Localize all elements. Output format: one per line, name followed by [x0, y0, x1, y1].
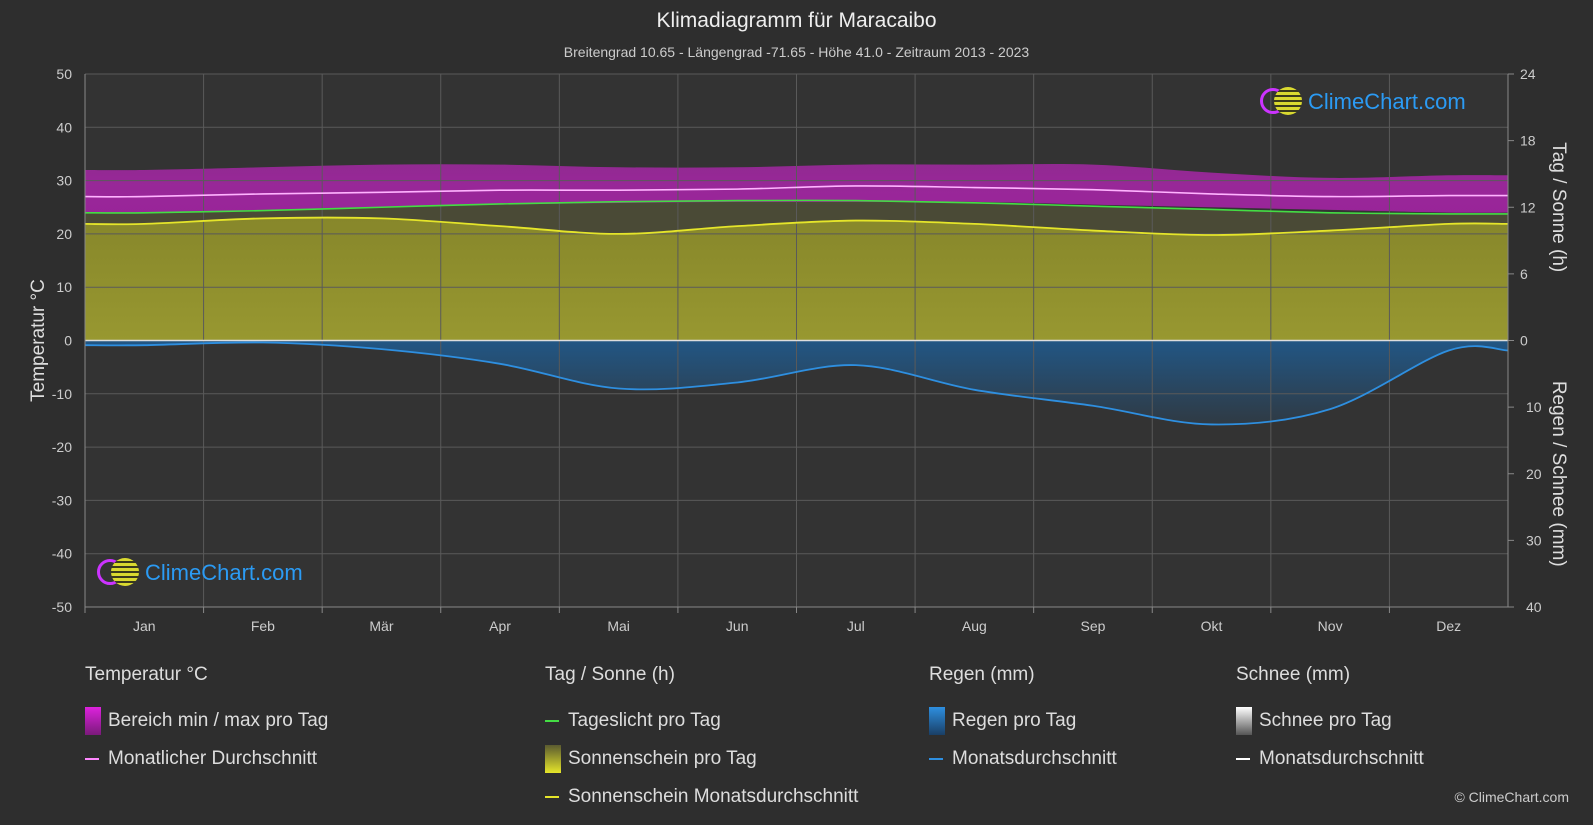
month-label: Jul — [847, 618, 865, 634]
legend-label: Tageslicht pro Tag — [568, 710, 721, 731]
left-tick-label: -20 — [52, 439, 72, 455]
left-tick-label: 0 — [64, 333, 72, 349]
month-label: Apr — [489, 618, 511, 634]
month-label: Feb — [251, 618, 275, 634]
chart-subtitle: Breitengrad 10.65 - Längengrad -71.65 - … — [563, 44, 1030, 60]
legend-heading: Schnee (mm) — [1236, 664, 1351, 685]
month-label: Mär — [369, 618, 393, 634]
range-swatch — [85, 707, 101, 735]
line-swatch — [929, 758, 943, 760]
legend-heading: Temperatur °C — [85, 664, 208, 685]
legend-snow: Schnee (mm) Schnee pro Tag Monatsdurchsc… — [1236, 664, 1424, 778]
climechart-logo-icon — [1258, 86, 1302, 118]
month-label: Jan — [133, 618, 156, 634]
sunshine-avg-line — [84, 216, 1509, 236]
legend-heading: Tag / Sonne (h) — [545, 664, 675, 685]
month-label: Sep — [1080, 618, 1105, 634]
legend-item: Sonnenschein pro Tag — [545, 740, 858, 778]
month-label: Nov — [1318, 618, 1343, 634]
rain-swatch — [929, 707, 945, 735]
legend-label: Bereich min / max pro Tag — [108, 710, 329, 731]
month-label: Aug — [962, 618, 987, 634]
left-tick-label: 40 — [56, 119, 72, 135]
legend-item: Sonnenschein Monatsdurchschnitt — [545, 778, 858, 816]
right-tick-label: 0 — [1520, 333, 1528, 349]
legend-item: Monatsdurchschnitt — [1236, 740, 1424, 778]
line-swatch — [85, 758, 99, 760]
legend-label: Monatlicher Durchschnitt — [108, 748, 318, 769]
right-tick-label: 6 — [1520, 266, 1528, 282]
right-tick-label: 40 — [1526, 599, 1542, 615]
right-tick-label: 18 — [1520, 133, 1536, 149]
legend-item: Monatlicher Durchschnitt — [85, 740, 328, 778]
legend-item: Tageslicht pro Tag — [545, 702, 858, 740]
month-label: Dez — [1436, 618, 1461, 634]
legend-label: Monatsdurchschnitt — [1259, 748, 1424, 769]
left-tick-label: -30 — [52, 492, 72, 508]
right-tick-label: 24 — [1520, 66, 1536, 82]
chart-title: Klimadiagramm für Maracaibo — [656, 9, 937, 32]
line-swatch — [1236, 758, 1250, 760]
right-top-axis-title: Tag / Sonne (h) — [1548, 142, 1569, 272]
left-tick-label: 10 — [56, 279, 72, 295]
legend-item: Schnee pro Tag — [1236, 702, 1424, 740]
right-bottom-axis-title: Regen / Schnee (mm) — [1548, 381, 1569, 567]
line-swatch — [545, 720, 559, 722]
legend-temperature: Temperatur °C Bereich min / max pro Tag … — [85, 664, 328, 778]
month-label: Mai — [607, 618, 630, 634]
right-tick-label: 10 — [1526, 399, 1542, 415]
left-tick-label: -50 — [52, 599, 72, 615]
temperature-avg-line — [84, 185, 1509, 198]
month-label: Jun — [726, 618, 749, 634]
left-tick-label: 20 — [56, 226, 72, 242]
left-tick-label: -40 — [52, 546, 72, 562]
legend-heading: Regen (mm) — [929, 664, 1035, 685]
line-swatch — [545, 796, 559, 798]
rain-avg-line — [84, 341, 1509, 426]
legend-item: Bereich min / max pro Tag — [85, 702, 328, 740]
copyright: © ClimeChart.com — [1454, 789, 1569, 805]
logo-text: ClimeChart.com — [145, 560, 303, 585]
daylight-line — [84, 199, 1509, 215]
logo-text: ClimeChart.com — [1308, 89, 1466, 114]
legend-item: Monatsdurchschnitt — [929, 740, 1117, 778]
legend-label: Sonnenschein Monatsdurchschnitt — [568, 786, 859, 807]
month-label: Okt — [1201, 618, 1223, 634]
snow-swatch — [1236, 707, 1252, 735]
climechart-logo-icon — [95, 557, 139, 589]
left-tick-label: -10 — [52, 386, 72, 402]
left-tick-label: 30 — [56, 173, 72, 189]
legend-label: Schnee pro Tag — [1259, 710, 1392, 731]
left-tick-label: 50 — [56, 66, 72, 82]
legend-label: Regen pro Tag — [952, 710, 1077, 731]
legend-item: Regen pro Tag — [929, 702, 1117, 740]
right-tick-label: 30 — [1526, 532, 1542, 548]
right-tick-label: 12 — [1520, 199, 1536, 215]
legend-label: Sonnenschein pro Tag — [568, 748, 757, 769]
logo-bottom-left[interactable]: ClimeChart.com — [95, 557, 303, 589]
legend-label: Monatsdurchschnitt — [952, 748, 1117, 769]
sunshine-swatch — [545, 745, 561, 773]
right-tick-label: 20 — [1526, 466, 1542, 482]
logo-top-right[interactable]: ClimeChart.com — [1258, 86, 1466, 118]
legend-rain: Regen (mm) Regen pro Tag Monatsdurchschn… — [929, 664, 1117, 778]
left-axis-title: Temperatur °C — [28, 279, 49, 402]
legend-sun: Tag / Sonne (h) Tageslicht pro Tag Sonne… — [545, 664, 858, 816]
